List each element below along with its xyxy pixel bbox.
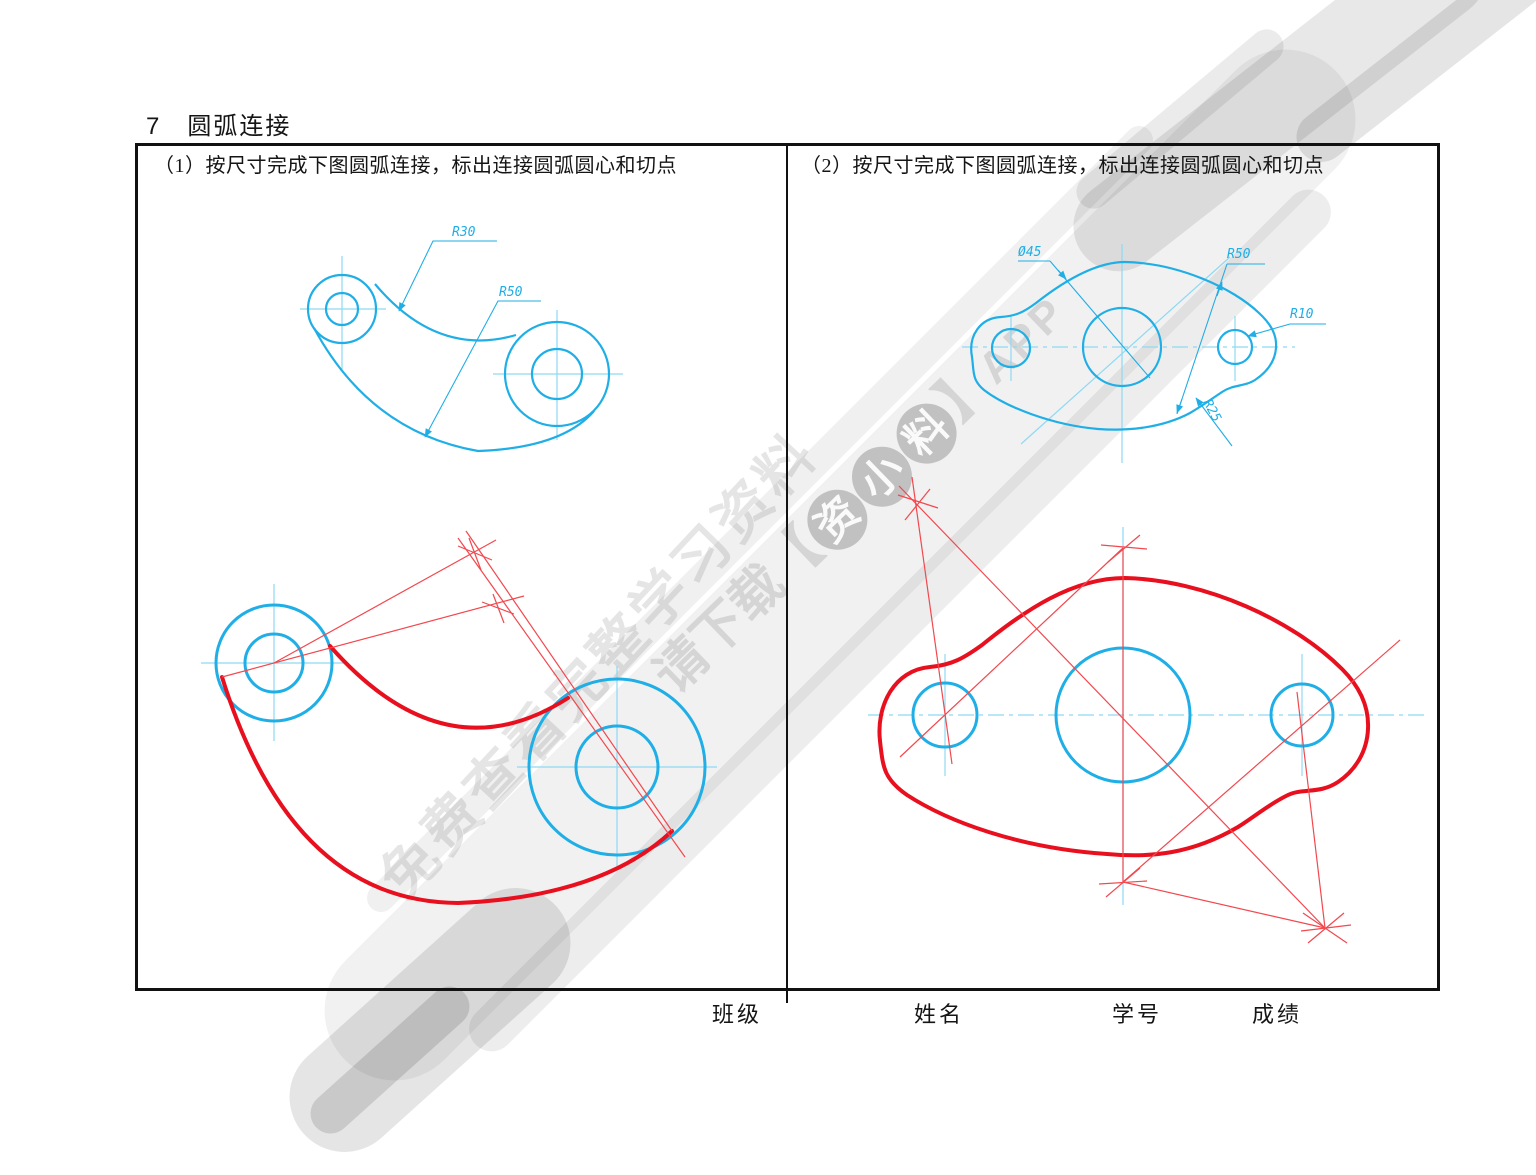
arc-center-mark — [904, 488, 931, 521]
panel2-instruction: （2）按尺寸完成下图圆弧连接，标出连接圆弧圆心和切点 — [801, 155, 1324, 177]
construction-line — [911, 476, 953, 765]
dim-label-r50: R50 — [1227, 247, 1251, 262]
construction-diagonal — [1020, 256, 1231, 445]
r50-arrow — [1215, 281, 1223, 297]
construction-line — [898, 485, 1326, 929]
construction-line — [221, 595, 525, 678]
arc-center-mark — [897, 494, 939, 509]
r25-leader-line — [1195, 397, 1233, 447]
center-hole-circle — [1081, 306, 1163, 388]
panel1-solution-figure — [201, 530, 717, 906]
footer-field-grade: 成绩 — [1252, 1002, 1303, 1027]
panel2-given-figure: Ø45 R50 R10 R25 — [962, 244, 1326, 463]
dim-label-r30: R30 — [452, 225, 476, 240]
arc-center-mark — [1107, 534, 1141, 563]
solution-top-arc — [328, 644, 570, 730]
solution-outline — [877, 575, 1371, 858]
right-hole-circle — [1269, 682, 1335, 748]
footer-field-student-id: 学号 — [1112, 1002, 1163, 1027]
panel-divider — [786, 143, 788, 1003]
page-title-number: 7 — [146, 113, 162, 140]
gasket-outline — [970, 260, 1278, 431]
page-title: 7 圆弧连接 — [146, 106, 291, 141]
panel1-given-figure: R30 R50 — [300, 225, 623, 453]
arc-center-mark — [1105, 867, 1141, 898]
left-hole-circle — [990, 327, 1032, 369]
arc-center-mark — [492, 593, 505, 624]
footer-field-name: 姓名 — [914, 1002, 965, 1027]
construction-line — [1122, 881, 1326, 929]
drawing-canvas: R30 R50 Ø45 — [201, 225, 1428, 944]
dim-label-r50: R50 — [499, 285, 523, 300]
left-inner-circle — [324, 291, 360, 327]
right-hole-circle — [1216, 328, 1254, 366]
r30-leader-line — [398, 240, 497, 312]
construction-line — [1296, 691, 1326, 929]
arc-center-mark — [468, 537, 482, 571]
right-outer-circle — [527, 677, 707, 857]
panel1-instruction: （1）按尺寸完成下图圆弧连接，标出连接圆弧圆心和切点 — [154, 155, 677, 177]
right-inner-circle — [530, 347, 584, 401]
right-outer-circle — [503, 320, 611, 428]
dim-label-d45: Ø45 — [1018, 245, 1042, 260]
construction-line — [1122, 639, 1401, 883]
right-inner-circle — [574, 724, 660, 810]
left-outer-circle — [214, 603, 334, 723]
dim-label-r25: R25 — [1199, 397, 1223, 425]
left-outer-circle — [306, 273, 378, 345]
r10-leader-line — [1247, 323, 1291, 338]
left-inner-circle — [243, 632, 305, 694]
d45-leader-line — [1049, 260, 1151, 379]
bottom-connecting-arc — [313, 327, 595, 453]
construction-line — [273, 539, 497, 664]
r50-leader-line — [424, 300, 541, 438]
left-hole-circle — [911, 681, 979, 749]
arc-center-mark — [1100, 544, 1148, 550]
footer-field-class: 班级 — [712, 1002, 763, 1027]
dim-label-r10: R10 — [1290, 307, 1314, 322]
r50-arrow — [1176, 398, 1184, 414]
page-title-text: 圆弧连接 — [187, 114, 292, 140]
d45-arrow — [1057, 269, 1067, 280]
construction-line — [465, 530, 673, 832]
construction-line — [457, 537, 686, 858]
solution-bottom-arc — [220, 675, 674, 906]
panel2-solution-figure — [868, 476, 1428, 944]
construction-line — [899, 547, 1124, 758]
top-connecting-arc — [374, 283, 517, 342]
arc-center-mark — [1302, 912, 1348, 944]
